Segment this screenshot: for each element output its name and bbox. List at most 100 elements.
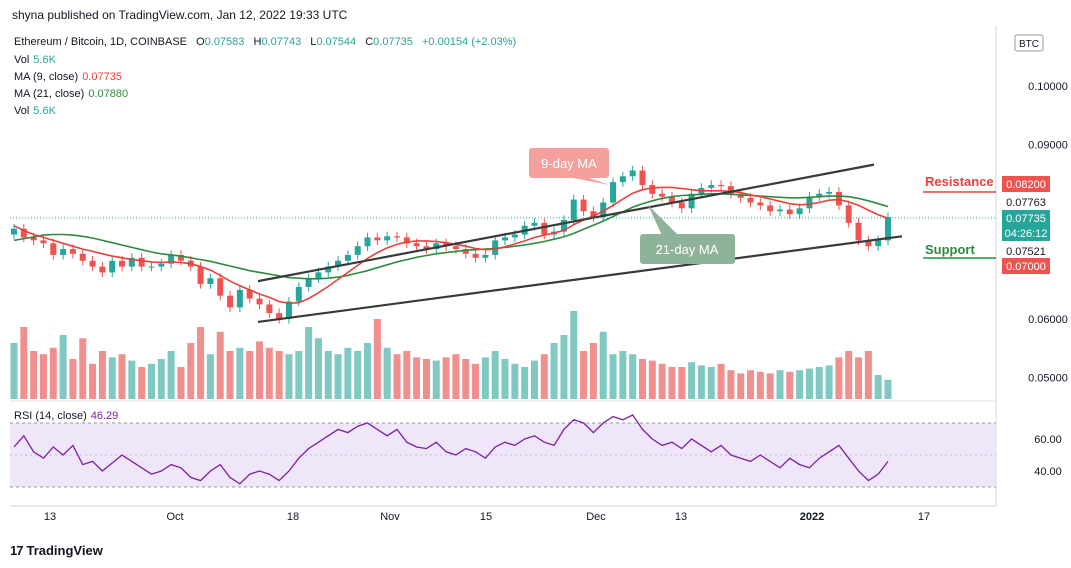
volume-bar <box>707 367 715 399</box>
volume-bar <box>845 351 853 399</box>
volume-bar <box>69 359 77 399</box>
candle-body <box>472 253 479 258</box>
volume-bar <box>177 367 185 399</box>
resistance-label: Resistance <box>925 174 994 189</box>
volume-bar <box>580 351 588 399</box>
ma21-legend: MA (21, close) 0.07880 <box>14 88 128 100</box>
candle-body <box>384 236 391 241</box>
candle-body <box>60 249 67 255</box>
volume-bar <box>796 370 804 399</box>
volume-bar <box>89 363 97 399</box>
volume-bar <box>786 371 794 399</box>
candle-body <box>629 170 636 177</box>
price-badge <box>1002 176 1050 192</box>
price-badge-label: 0.07763 <box>1006 197 1046 209</box>
volume-bar <box>521 367 529 399</box>
candle-body <box>610 182 617 203</box>
volume-bar <box>138 367 146 399</box>
volume-bar <box>511 363 519 399</box>
candle-body <box>20 228 27 238</box>
volume-bar <box>756 371 764 399</box>
candle-body <box>482 254 489 258</box>
volume-bar <box>697 365 705 399</box>
candle-body <box>246 289 253 299</box>
volume-bar <box>128 360 136 399</box>
ma9-callout-box <box>529 148 609 178</box>
candle-body <box>531 222 538 226</box>
candle-body <box>69 249 76 254</box>
volume-bar <box>560 335 568 399</box>
candle-body <box>168 254 175 264</box>
candle-body <box>128 257 135 267</box>
price-badge-label: 0.07735 <box>1006 213 1046 225</box>
time-tick-label: Oct <box>166 511 183 523</box>
volume-bar <box>491 351 499 399</box>
candle-body <box>560 219 567 232</box>
volume-bar <box>324 351 332 399</box>
volume-bar <box>815 367 823 399</box>
currency-label: BTC <box>1019 39 1039 50</box>
candle-body <box>197 266 204 285</box>
candle-body <box>50 243 57 255</box>
publish-header: shyna published on TradingView.com, Jan … <box>12 8 348 22</box>
volume-bar <box>275 351 283 399</box>
candle-body <box>580 199 587 212</box>
rsi-tick-label: 60.00 <box>1034 434 1062 446</box>
change-value: +0.00154 (+2.03%) <box>421 36 517 48</box>
price-badge <box>1002 243 1050 259</box>
time-tick-label: Nov <box>380 511 400 523</box>
price-badge-label: 0.07000 <box>1006 261 1046 273</box>
candle-body <box>796 208 803 215</box>
candle-body <box>40 240 47 244</box>
volume-bar <box>265 347 273 399</box>
candle-body <box>600 202 607 218</box>
candle-body <box>835 192 842 206</box>
volume2-value: 5.6K <box>33 105 56 117</box>
volume2-label: Vol <box>14 105 30 117</box>
candle-body <box>79 253 86 261</box>
candle-body <box>885 217 891 241</box>
open-label: O <box>196 36 205 48</box>
tradingview-footer[interactable]: 17 TradingView <box>10 543 103 558</box>
candle-body <box>11 228 17 235</box>
candle-body <box>452 246 459 250</box>
volume-bar <box>98 351 106 399</box>
channel-upper-line <box>257 163 875 283</box>
candle-body <box>276 313 283 319</box>
ma21-label: MA (21, close) <box>14 88 85 100</box>
volume-bar <box>206 354 214 399</box>
rsi-line <box>13 414 889 485</box>
volume-bar <box>638 359 646 399</box>
candle-body <box>541 222 548 235</box>
volume-bar <box>570 311 578 399</box>
candle-body <box>570 199 577 220</box>
chart-canvas[interactable]: 0.10000 0.09000 0.06000 0.05000 BTC 60.00 40.0… <box>0 26 1071 536</box>
volume-label: Vol <box>14 54 30 66</box>
candle-body <box>757 202 764 206</box>
candle-body <box>678 202 685 209</box>
volume-bar <box>766 373 774 399</box>
volume-bar <box>197 327 205 399</box>
time-tick-label: 13 <box>44 511 56 523</box>
candle-body <box>99 266 106 273</box>
volume-bar <box>432 360 440 399</box>
close-label: C <box>365 36 374 48</box>
candle-body <box>335 260 342 267</box>
candle-body <box>747 197 754 203</box>
volume-bar <box>79 338 87 399</box>
volume-bar <box>855 357 863 399</box>
volume-bar <box>825 365 833 399</box>
candle-body <box>688 193 695 209</box>
volume-bar <box>864 351 872 399</box>
volume-bar <box>589 343 597 399</box>
candle-body <box>374 237 381 241</box>
volume-bar <box>540 354 548 399</box>
candle-body <box>639 170 646 186</box>
volume-bar <box>295 351 303 399</box>
volume-bar <box>157 359 165 399</box>
symbol-legend: Ethereum / Bitcoin, 1D, COINBASE O0.0758… <box>14 36 522 48</box>
volume-bar <box>619 351 627 399</box>
volume-bar <box>413 357 421 399</box>
tradingview-brand: TradingView <box>26 543 103 558</box>
volume-bar <box>256 341 264 399</box>
